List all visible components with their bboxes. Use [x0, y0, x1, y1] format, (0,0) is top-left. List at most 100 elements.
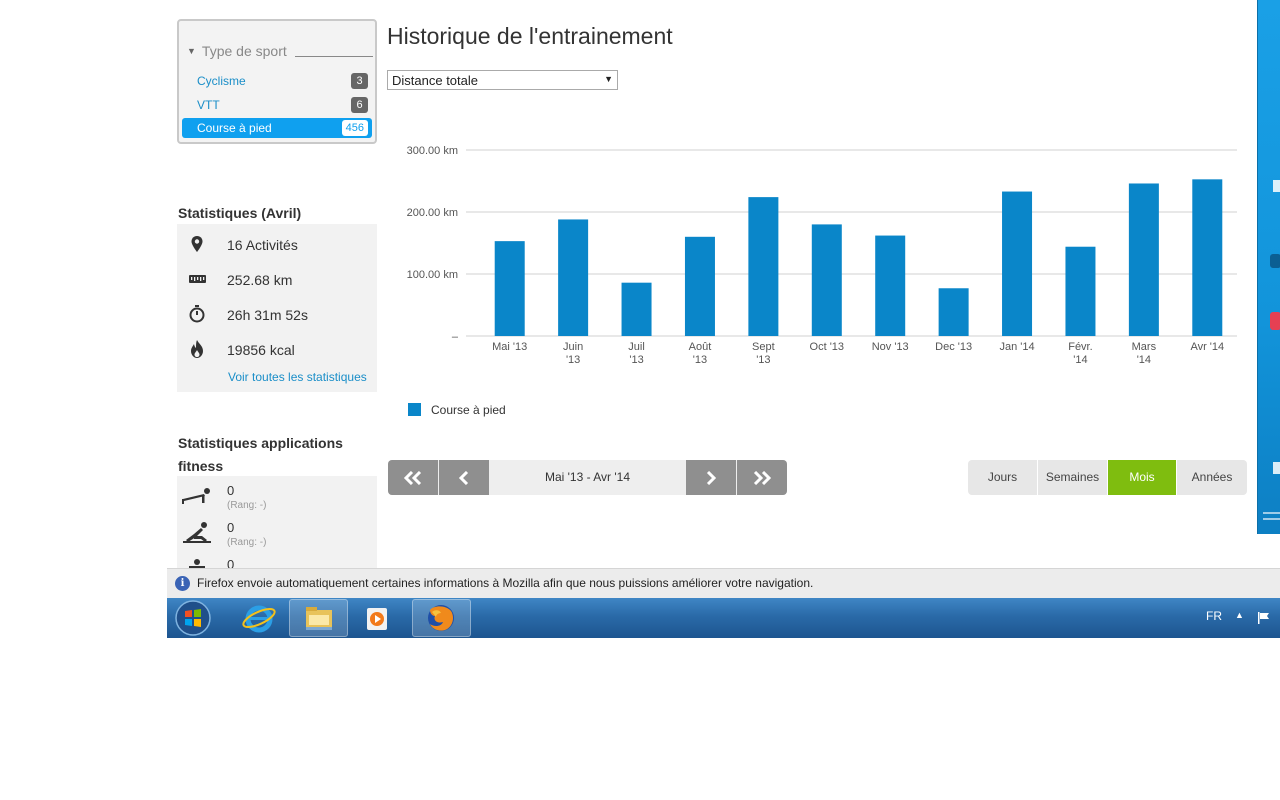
period-jours[interactable]: Jours — [968, 460, 1038, 495]
fitness-stats-title: Statistiques applications fitness — [178, 435, 343, 474]
date-range-label: Mai '13 - Avr '14 — [544, 470, 631, 484]
sport-item-label: Course à pied — [197, 121, 272, 135]
stat-activities-value: 16 Activités — [227, 237, 298, 253]
y-tick-label: 100.00 km — [407, 269, 458, 281]
y-tick-label: 300.00 km — [407, 145, 458, 157]
x-tick-label: Jan '14 — [999, 341, 1034, 353]
legend-label: Course à pied — [431, 403, 506, 417]
bar[interactable] — [684, 236, 715, 336]
internet-explorer-icon — [242, 605, 276, 633]
firefox-icon — [428, 605, 454, 631]
period-selector: Jours Semaines Mois Années — [968, 460, 1247, 495]
fitness-row: 0 — [177, 550, 377, 568]
show-hidden-icons-icon[interactable]: ▲ — [1235, 610, 1244, 620]
date-range-pager: Mai '13 - Avr '14 — [388, 460, 787, 495]
previous-page-button[interactable] — [439, 460, 489, 495]
y-tick-label: 200.00 km — [407, 207, 458, 219]
stat-duration-value: 26h 31m 52s — [227, 307, 308, 323]
stat-distance-value: 252.68 km — [227, 272, 293, 288]
fitness-row: 0 (Rang: -) — [177, 513, 377, 548]
firefox-notification-bar: i Firefox envoie automatiquement certain… — [167, 568, 1280, 598]
fitness-value: 0 — [227, 520, 235, 535]
metric-select[interactable]: Distance totale ▼ — [387, 70, 618, 90]
stat-distance: 252.68 km — [177, 269, 377, 291]
bar[interactable] — [875, 235, 906, 336]
location-pin-icon — [191, 236, 203, 252]
sport-item-course-a-pied[interactable]: Course à pied 456 — [182, 118, 372, 138]
bar[interactable] — [748, 197, 779, 336]
taskbar-file-explorer[interactable] — [289, 599, 348, 637]
double-chevron-left-icon — [403, 470, 422, 486]
file-explorer-icon — [306, 607, 332, 630]
bar[interactable] — [1002, 191, 1033, 336]
sport-type-title: Type de sport — [201, 43, 287, 59]
taskbar-media-player[interactable] — [349, 599, 408, 637]
bar[interactable] — [1065, 246, 1096, 336]
chevron-right-icon — [706, 470, 717, 486]
bar[interactable] — [1128, 183, 1159, 336]
x-tick-label: Juil '13 — [628, 341, 645, 366]
sport-item-label: VTT — [197, 98, 220, 112]
sport-item-cyclisme[interactable]: Cyclisme 3 — [182, 71, 372, 91]
x-tick-label: Août '13 — [689, 341, 712, 366]
action-center-flag-icon[interactable] — [1257, 611, 1271, 625]
taskbar-firefox[interactable] — [412, 599, 471, 637]
x-tick-label: Oct '13 — [810, 341, 845, 353]
y-tick-label: – — [452, 331, 459, 343]
x-tick-label: Dec '13 — [935, 341, 972, 353]
bar[interactable] — [621, 282, 652, 336]
x-tick-label: Mars '14 — [1132, 341, 1157, 366]
last-page-button[interactable] — [737, 460, 787, 495]
pushup-icon — [182, 488, 210, 504]
ad-graphic — [1263, 180, 1280, 520]
squat-icon — [189, 559, 205, 568]
period-annees[interactable]: Années — [1191, 470, 1233, 484]
bar[interactable] — [494, 241, 525, 336]
page-title: Historique de l'entrainement — [387, 23, 673, 49]
sport-item-label: Cyclisme — [197, 74, 246, 88]
sport-item-count: 6 — [351, 97, 368, 113]
see-all-stats-link[interactable]: Voir toutes les statistiques — [228, 370, 367, 384]
fitness-rank: (Rang: -) — [227, 500, 267, 511]
sport-type-filter: ▼ Type de sport Cyclisme 3 VTT 6 Course à… — [177, 19, 377, 144]
x-tick-label: Avr '14 — [1190, 341, 1224, 353]
stats-title: Statistiques (Avril) — [178, 205, 302, 221]
first-page-button[interactable] — [388, 460, 438, 495]
double-chevron-right-icon — [753, 470, 772, 486]
notification-message: Firefox envoie automatiquement certaines… — [197, 576, 814, 590]
sport-item-vtt[interactable]: VTT 6 — [182, 95, 372, 115]
x-tick-label: Juin '13 — [563, 341, 583, 366]
stat-calories-value: 19856 kcal — [227, 342, 295, 358]
bar[interactable] — [811, 224, 842, 336]
sport-item-count: 456 — [341, 120, 368, 136]
next-page-button[interactable] — [686, 460, 736, 495]
sport-item-count: 3 — [351, 73, 368, 89]
bar[interactable] — [938, 288, 969, 336]
info-icon: i — [175, 576, 190, 591]
collapse-triangle-icon[interactable]: ▼ — [187, 46, 196, 56]
bar[interactable] — [558, 219, 589, 336]
advertisement-banner[interactable] — [1257, 0, 1280, 534]
bar[interactable] — [1192, 179, 1223, 336]
x-tick-label: Mai '13 — [492, 341, 527, 353]
sport-type-header[interactable]: ▼ Type de sport — [187, 43, 373, 59]
x-tick-label: Nov '13 — [872, 341, 909, 353]
windows-taskbar: FR ▲ — [167, 598, 1280, 638]
chevron-left-icon — [458, 470, 469, 486]
stat-duration: 26h 31m 52s — [177, 304, 377, 326]
fitness-value: 0 — [227, 483, 235, 498]
fitness-rank: (Rang: -) — [227, 537, 267, 548]
windows-start-icon[interactable] — [173, 599, 213, 637]
fitness-value: 0 — [227, 557, 235, 568]
situp-icon — [183, 522, 211, 543]
media-player-icon — [367, 608, 387, 630]
language-indicator[interactable]: FR — [1206, 609, 1222, 623]
x-tick-label: Févr. '14 — [1068, 341, 1092, 366]
header-divider — [295, 56, 373, 57]
taskbar-internet-explorer[interactable] — [230, 599, 289, 637]
stat-calories: 19856 kcal — [177, 339, 377, 361]
legend-swatch — [408, 403, 421, 416]
metric-select-value: Distance totale — [392, 73, 478, 88]
period-semaines[interactable]: Semaines — [1038, 460, 1108, 495]
period-mois[interactable]: Mois — [1108, 460, 1177, 495]
